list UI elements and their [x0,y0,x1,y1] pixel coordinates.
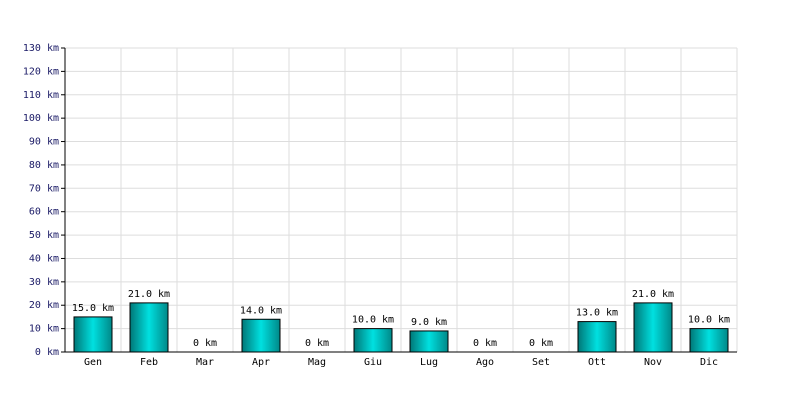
bar [73,316,113,353]
y-tick-label: 20 km [29,300,59,311]
x-tick-label: Gen [84,357,102,368]
y-tick-label: 10 km [29,324,59,335]
x-tick-label: Mag [308,357,326,368]
value-label: 15.0 km [72,303,114,314]
bar [577,321,617,353]
value-label: 10.0 km [352,315,394,326]
x-tick-label: Lug [420,357,438,368]
y-tick-label: 100 km [23,113,59,124]
bar [409,330,449,353]
x-tick-label: Nov [644,357,662,368]
x-tick-label: Giu [364,357,382,368]
y-tick-label: 90 km [29,137,59,148]
y-tick-label: 80 km [29,160,59,171]
value-label: 21.0 km [632,289,674,300]
x-tick-label: Mar [196,357,214,368]
bar [633,302,673,353]
x-tick-label: Apr [252,357,270,368]
value-label: 21.0 km [128,289,170,300]
value-label: 13.0 km [576,308,618,319]
y-tick-label: 110 km [23,90,59,101]
y-tick-label: 0 km [35,347,59,358]
y-tick-label: 40 km [29,253,59,264]
y-tick-label: 60 km [29,207,59,218]
y-tick-label: 70 km [29,183,59,194]
bar [689,328,729,353]
value-label: 0 km [305,338,329,349]
value-label: 0 km [193,338,217,349]
value-label: 0 km [529,338,553,349]
y-tick-label: 120 km [23,66,59,77]
x-tick-label: Ott [588,357,606,368]
y-tick-label: 50 km [29,230,59,241]
x-tick-label: Ago [476,357,494,368]
x-tick-label: Set [532,357,550,368]
value-label: 0 km [473,338,497,349]
bar [129,302,169,353]
bar [241,318,281,353]
x-tick-label: Dic [700,357,718,368]
y-tick-label: 30 km [29,277,59,288]
value-label: 9.0 km [411,317,447,328]
x-tick-label: Feb [140,357,158,368]
bar [353,328,393,353]
value-label: 10.0 km [688,315,730,326]
y-tick-label: 130 km [23,43,59,54]
value-label: 14.0 km [240,305,282,316]
